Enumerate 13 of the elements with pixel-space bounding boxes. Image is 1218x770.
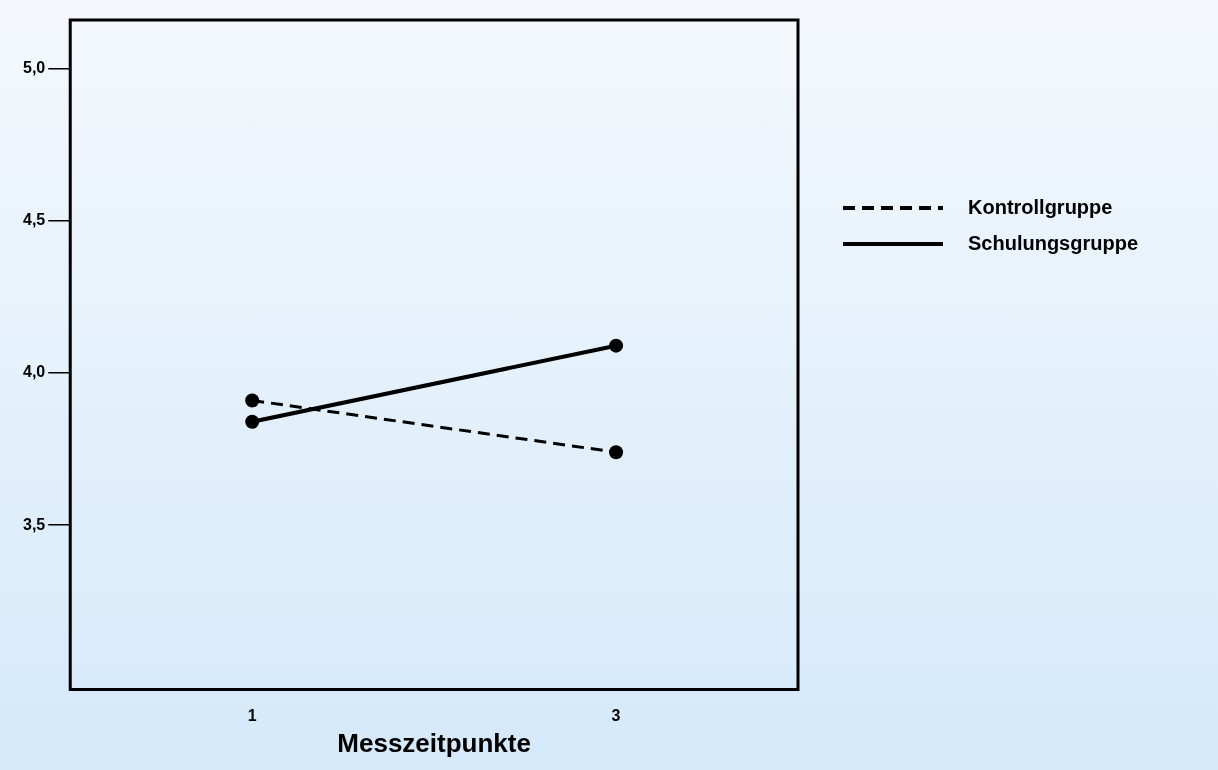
x-tick-label: 3 xyxy=(611,706,621,724)
legend-label: Kontrollgruppe xyxy=(968,195,1113,218)
y-tick-label: 4,5 xyxy=(22,211,46,229)
legend-label: Schulungsgruppe xyxy=(968,231,1138,254)
y-tick-label: 5,0 xyxy=(22,59,46,77)
x-tick-label: 1 xyxy=(247,706,257,724)
point xyxy=(245,393,260,408)
point xyxy=(609,338,624,353)
y-tick-label: 3,5 xyxy=(22,515,46,533)
point xyxy=(245,414,260,429)
y-tick-label: 4,0 xyxy=(22,363,46,381)
point xyxy=(609,445,624,460)
x-axis-title: Messzeitpunkte xyxy=(337,727,531,758)
